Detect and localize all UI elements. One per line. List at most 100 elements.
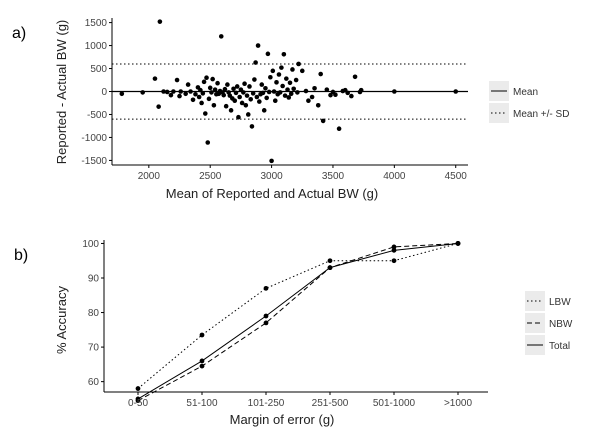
scatter-point <box>161 89 166 94</box>
scatter-point <box>309 94 315 100</box>
scatter-point <box>242 81 247 86</box>
scatter-point <box>212 87 218 92</box>
scatter-point <box>233 90 239 96</box>
scatter-point <box>345 90 350 96</box>
series-point-lbw <box>199 332 205 338</box>
scatter-point <box>241 90 246 95</box>
scatter-point <box>232 98 238 103</box>
scatter-point <box>244 93 250 98</box>
scatter-points <box>119 19 459 164</box>
series-point-nbw <box>199 363 205 369</box>
x-tick-label-b: 51-100 <box>186 398 218 409</box>
scatter-point <box>193 91 198 97</box>
legend-label-a: Mean +/- SD <box>513 109 569 120</box>
scatter-point <box>202 111 208 116</box>
scatter-point <box>223 103 229 109</box>
scatter-point <box>299 68 305 74</box>
scatter-point <box>190 97 196 103</box>
y-tick-label-a: 1000 <box>85 41 108 52</box>
scatter-point <box>279 65 284 70</box>
scatter-point <box>392 89 397 94</box>
scatter-point <box>210 76 215 82</box>
x-tick-label-a: 3000 <box>260 171 283 182</box>
scatter-point <box>263 85 268 91</box>
panel-b: b) 0-50 51-100 101-250 251-500 501-1000 >1000… <box>14 239 573 427</box>
scatter-point <box>215 80 220 86</box>
scatter-point <box>264 95 269 101</box>
scatter-point <box>290 67 295 72</box>
scatter-point <box>296 61 301 67</box>
scatter-point <box>156 104 161 109</box>
scatter-point <box>255 43 261 48</box>
scatter-point <box>266 89 272 95</box>
scatter-point <box>206 96 212 102</box>
scatter-point <box>234 84 240 89</box>
scatter-point <box>306 98 311 103</box>
scatter-point <box>320 118 326 124</box>
x-tick-label-a: 3500 <box>322 171 345 182</box>
scatter-point <box>293 77 299 83</box>
scatter-point <box>200 91 206 96</box>
scatter-point <box>196 94 202 100</box>
scatter-point <box>207 85 213 91</box>
scatter-point <box>249 124 255 129</box>
series-point-lbw <box>327 258 333 264</box>
scatter-point <box>243 102 249 108</box>
scatter-point <box>225 82 230 87</box>
x-tick-label-a: 4500 <box>445 171 468 182</box>
scatter-point <box>282 93 288 98</box>
legend-label-b: Total <box>549 341 570 352</box>
scatter-point <box>271 89 277 94</box>
scatter-point <box>272 98 278 103</box>
scatter-point <box>260 90 266 96</box>
scatter-point <box>349 93 354 99</box>
scatter-point <box>318 71 323 77</box>
scatter-point <box>245 112 251 117</box>
scatter-point <box>333 92 338 98</box>
series-point-total <box>135 396 141 402</box>
scatter-point <box>303 88 309 94</box>
scatter-point <box>252 77 257 82</box>
scatter-point <box>164 89 170 95</box>
y-tick-label-a: 500 <box>90 64 107 75</box>
axes-a: 2000 2500 3000 3500 4000 4500 -1500 -1000 -500 0 5… <box>81 18 468 182</box>
y-tick-label-b: 90 <box>88 274 100 285</box>
x-tick-label-b: 101-250 <box>248 398 285 409</box>
scatter-point <box>247 84 252 89</box>
series-point-lbw <box>391 258 397 264</box>
scatter-point <box>218 34 224 39</box>
x-tick-label-b: >1000 <box>444 398 473 409</box>
scatter-point <box>188 89 193 94</box>
y-axis-title-b: % Accuracy <box>54 286 69 354</box>
scatter-point <box>157 19 163 24</box>
scatter-point <box>174 77 180 83</box>
scatter-point <box>286 95 292 100</box>
scatter-point <box>268 74 273 80</box>
y-tick-label-b: 70 <box>88 343 100 354</box>
series-point-nbw <box>263 320 269 326</box>
scatter-point <box>205 140 211 145</box>
scatter-point <box>291 86 296 92</box>
series-lines <box>137 242 459 402</box>
x-tick-label-a: 2000 <box>138 171 161 182</box>
scatter-point <box>280 83 285 89</box>
scatter-point <box>276 72 282 77</box>
scatter-point <box>209 90 214 95</box>
legend-label-b: NBW <box>549 319 573 330</box>
panel-a: a) 2000 2500 3000 3500 4000 4500 -1500 -1000 -50… <box>12 18 569 201</box>
series-point-nbw <box>391 244 397 250</box>
x-tick-label-b: 251-500 <box>312 398 349 409</box>
scatter-point <box>168 92 174 98</box>
scatter-point <box>178 89 184 94</box>
y-tick-label-b: 80 <box>88 308 100 319</box>
scatter-point <box>237 94 242 100</box>
x-tick-label-a: 2500 <box>199 171 222 182</box>
scatter-point <box>324 87 330 92</box>
axes-b: 0-50 51-100 101-250 251-500 501-1000 >1000 60 7… <box>82 239 488 409</box>
scatter-point <box>315 102 321 108</box>
scatter-point <box>295 90 300 95</box>
panel-a-label: a) <box>12 25 26 42</box>
series-point-total <box>199 358 205 364</box>
scatter-point <box>199 100 204 106</box>
